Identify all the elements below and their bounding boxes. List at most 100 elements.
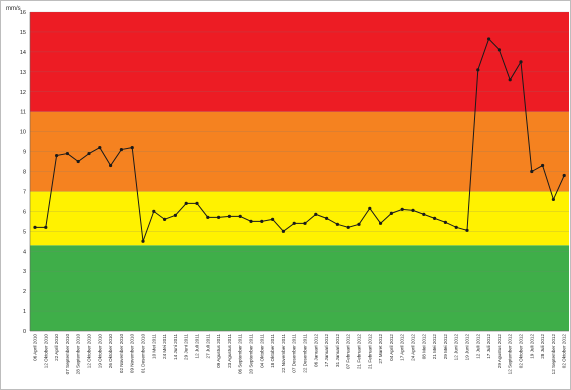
x-tick-label-12: 24 Mei 2011 <box>162 334 167 359</box>
data-point-12 <box>163 217 167 221</box>
x-tick-label-38: 29 Mei 2012 <box>443 334 448 360</box>
data-point-14 <box>184 201 188 205</box>
data-point-17 <box>217 215 221 219</box>
data-point-27 <box>325 216 329 220</box>
series-line <box>35 37 565 242</box>
data-point-18 <box>227 214 231 218</box>
gridlines <box>29 11 569 332</box>
data-point-6 <box>98 145 102 150</box>
y-tick-label-14: 14 <box>20 50 26 56</box>
data-point-48 <box>551 197 556 202</box>
y-tick-label-11: 11 <box>20 110 26 116</box>
data-point-13 <box>173 213 177 217</box>
x-tick-label-32: 27 Maret 2012 <box>378 334 383 364</box>
x-tick-label-35: 24 April 2012 <box>411 334 416 361</box>
x-tick-label-27: 17 Januari 2012 <box>324 334 329 367</box>
data-point-40 <box>465 228 469 232</box>
y-tick-label-16: 16 <box>20 10 26 16</box>
x-tick-label-22: 18 Oktober 2011 <box>270 334 275 368</box>
x-tick-label-42: 17 Juli 2012 <box>486 334 491 359</box>
x-tick-label-5: 12 Oktober 2010 <box>87 334 92 369</box>
x-tick-label-46: 19 Juli 2012 <box>529 334 534 359</box>
data-point-5 <box>87 151 91 156</box>
data-point-49 <box>562 173 566 178</box>
x-tick-label-17: 09 Agustus 2011 <box>216 334 221 368</box>
data-point-24 <box>292 221 296 225</box>
y-tick-label-3: 3 <box>23 269 26 275</box>
data-point-35 <box>411 208 415 212</box>
x-tick-label-47: 28 Juli 2012 <box>540 334 545 359</box>
x-tick-label-15: 12 Juli 2011 <box>195 334 200 359</box>
x-tick-label-48: 12 September 2012 <box>551 334 556 375</box>
band-0 <box>30 245 569 331</box>
data-point-32 <box>379 221 383 225</box>
data-point-2 <box>55 153 59 158</box>
data-point-28 <box>335 222 339 226</box>
y-tick-label-7: 7 <box>23 189 26 195</box>
data-point-37 <box>433 216 437 220</box>
x-tick-label-18: 23 Agustus 2011 <box>227 334 232 368</box>
data-point-44 <box>508 78 512 82</box>
x-tick-label-2: 22 April 2010 <box>54 334 59 361</box>
x-tick-label-21: 04 Oktober 2011 <box>259 334 264 368</box>
x-tick-label-7: 26 Oktober 2010 <box>108 334 113 369</box>
data-point-23 <box>281 229 285 233</box>
x-tick-label-29: 07 Februari 2012 <box>346 334 351 369</box>
x-tick-label-49: 02 Oktober 2012 <box>562 334 567 369</box>
y-tick-label-0: 0 <box>23 329 26 335</box>
x-tick-label-3: 07 September 2010 <box>65 334 70 375</box>
x-tick-label-6: 19 Oktober 2010 <box>97 334 102 369</box>
x-tick-label-13: 14 Juni 2011 <box>173 334 178 360</box>
data-point-47 <box>541 163 545 168</box>
data-point-46 <box>530 169 534 174</box>
data-point-36 <box>422 212 426 216</box>
x-tick-label-43: 29 Agustus 2012 <box>497 334 502 369</box>
data-point-31 <box>368 206 372 210</box>
y-tick-label-10: 10 <box>20 130 26 136</box>
data-point-0 <box>33 225 37 229</box>
data-point-21 <box>260 219 264 223</box>
data-point-3 <box>65 151 69 156</box>
data-point-34 <box>400 207 404 211</box>
x-tick-label-30: 21 Februari 2012 <box>357 334 362 369</box>
data-point-16 <box>206 215 210 219</box>
x-tick-label-31: 21 Februari 2012 <box>367 334 372 369</box>
data-point-29 <box>346 225 350 229</box>
data-point-33 <box>389 211 393 215</box>
x-tick-label-11: 10 Mei 2011 <box>151 334 156 359</box>
x-tick-label-14: 29 Juni 2011 <box>184 334 189 360</box>
x-tick-label-26: 06 Januari 2012 <box>313 334 318 367</box>
data-point-25 <box>303 221 307 225</box>
data-point-42 <box>487 37 491 41</box>
data-point-39 <box>454 225 458 229</box>
y-tick-label-12: 12 <box>20 90 26 96</box>
x-axis-ticks: 06 April 2010 12 Oktober 2010 22 April 201… <box>33 334 567 375</box>
data-point-30 <box>357 222 361 226</box>
y-tick-label-2: 2 <box>23 289 26 295</box>
y-tick-label-1: 1 <box>23 309 26 315</box>
x-tick-label-16: 27 Juli 2011 <box>205 334 210 359</box>
x-tick-label-10: 01 Desember 2010 <box>141 334 146 374</box>
data-point-20 <box>249 219 253 223</box>
x-tick-label-8: 02 November 2010 <box>119 334 124 374</box>
data-point-8 <box>119 147 123 152</box>
data-point-1 <box>44 225 48 229</box>
y-tick-label-5: 5 <box>23 229 26 235</box>
x-tick-label-34: 17 April 2012 <box>400 334 405 361</box>
data-point-43 <box>497 48 501 52</box>
y-axis-unit-label: mm/s <box>6 6 21 12</box>
x-tick-label-36: 08 Mei 2012 <box>421 334 426 360</box>
band-3 <box>30 12 569 112</box>
x-tick-label-45: 02 Oktober 2012 <box>519 334 524 369</box>
x-tick-label-1: 12 Oktober 2010 <box>43 334 48 369</box>
x-tick-label-0: 06 April 2010 <box>33 334 38 361</box>
x-tick-label-19: 06 September 2011 <box>238 334 243 374</box>
y-tick-label-6: 6 <box>23 209 26 215</box>
x-tick-label-40: 19 Juni 2012 <box>465 334 470 361</box>
data-point-4 <box>76 159 80 164</box>
data-point-45 <box>519 60 523 64</box>
x-tick-label-20: 20 September 2011 <box>249 334 254 374</box>
y-tick-label-13: 13 <box>20 70 26 76</box>
